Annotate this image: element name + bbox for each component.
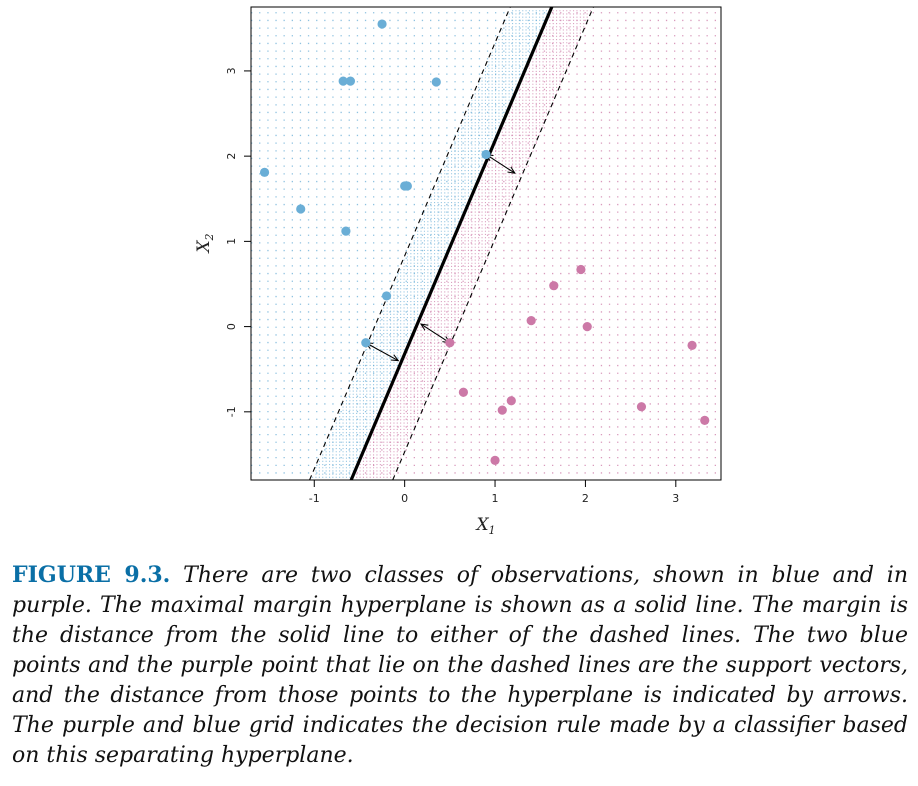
data-point-blue: [259, 167, 270, 177]
support-vector-arrow: [486, 154, 515, 173]
data-point-purple: [458, 387, 469, 397]
data-point-blue: [402, 181, 412, 191]
margin-line-lower: [392, 7, 594, 480]
y-tick-label: 3: [225, 67, 238, 74]
y-tick-label: 1: [225, 238, 238, 245]
axes: -1 0 1 2 3 -1 0 1 2 3: [225, 67, 679, 505]
svm-figure: -1 0 1 2 3 -1 0 1 2 3 X1 X2: [194, 6, 722, 537]
observation-points: [259, 19, 710, 465]
data-point-blue: [345, 76, 356, 86]
figure-caption: FIGURE 9.3. There are two classes of obs…: [12, 560, 908, 771]
data-point-purple: [549, 281, 559, 291]
margin-arrows: [366, 154, 515, 360]
data-point-blue: [338, 76, 348, 86]
data-point-blue: [381, 291, 392, 301]
data-point-purple: [526, 316, 536, 326]
support-vector-arrow: [366, 343, 399, 361]
x-tick-label: 1: [492, 492, 499, 505]
y-tick-label: 2: [225, 153, 238, 160]
x-axis-title: X1: [474, 515, 495, 537]
data-point-blue: [377, 19, 387, 29]
data-point-purple: [490, 455, 500, 465]
decision-grid: [251, 10, 716, 480]
data-point-purple: [497, 405, 507, 415]
data-point-purple: [687, 340, 697, 350]
data-point-purple: [582, 321, 592, 332]
margin-dots-purple: [352, 10, 591, 480]
hyperplane-lines: [309, 7, 594, 480]
margin-dots-blue: [312, 10, 551, 480]
support-vector-arrow: [421, 324, 450, 343]
caption-text: There are two classes of observations, s…: [12, 563, 908, 768]
data-point-purple: [700, 415, 710, 425]
data-point-purple: [445, 338, 455, 348]
x-tick-label: 2: [582, 492, 589, 505]
data-point-blue: [481, 149, 491, 160]
data-point-blue: [341, 226, 351, 236]
caption-label: FIGURE 9.3.: [12, 562, 171, 588]
hyperplane-line: [349, 7, 554, 480]
y-axis-title: X2: [194, 233, 216, 254]
y-tick-label: -1: [225, 406, 238, 417]
margin-line-upper: [309, 7, 511, 480]
x-tick-label: 3: [672, 492, 679, 505]
x-tick-label: 0: [401, 492, 408, 505]
data-point-blue: [361, 338, 371, 348]
x-tick-label: -1: [309, 492, 320, 505]
data-point-purple: [636, 402, 647, 412]
plot-frame: [250, 6, 722, 481]
data-point-blue: [296, 204, 306, 214]
data-point-blue: [431, 77, 441, 87]
y-tick-label: 0: [225, 323, 238, 330]
data-point-purple: [506, 396, 516, 406]
data-point-purple: [576, 264, 586, 275]
